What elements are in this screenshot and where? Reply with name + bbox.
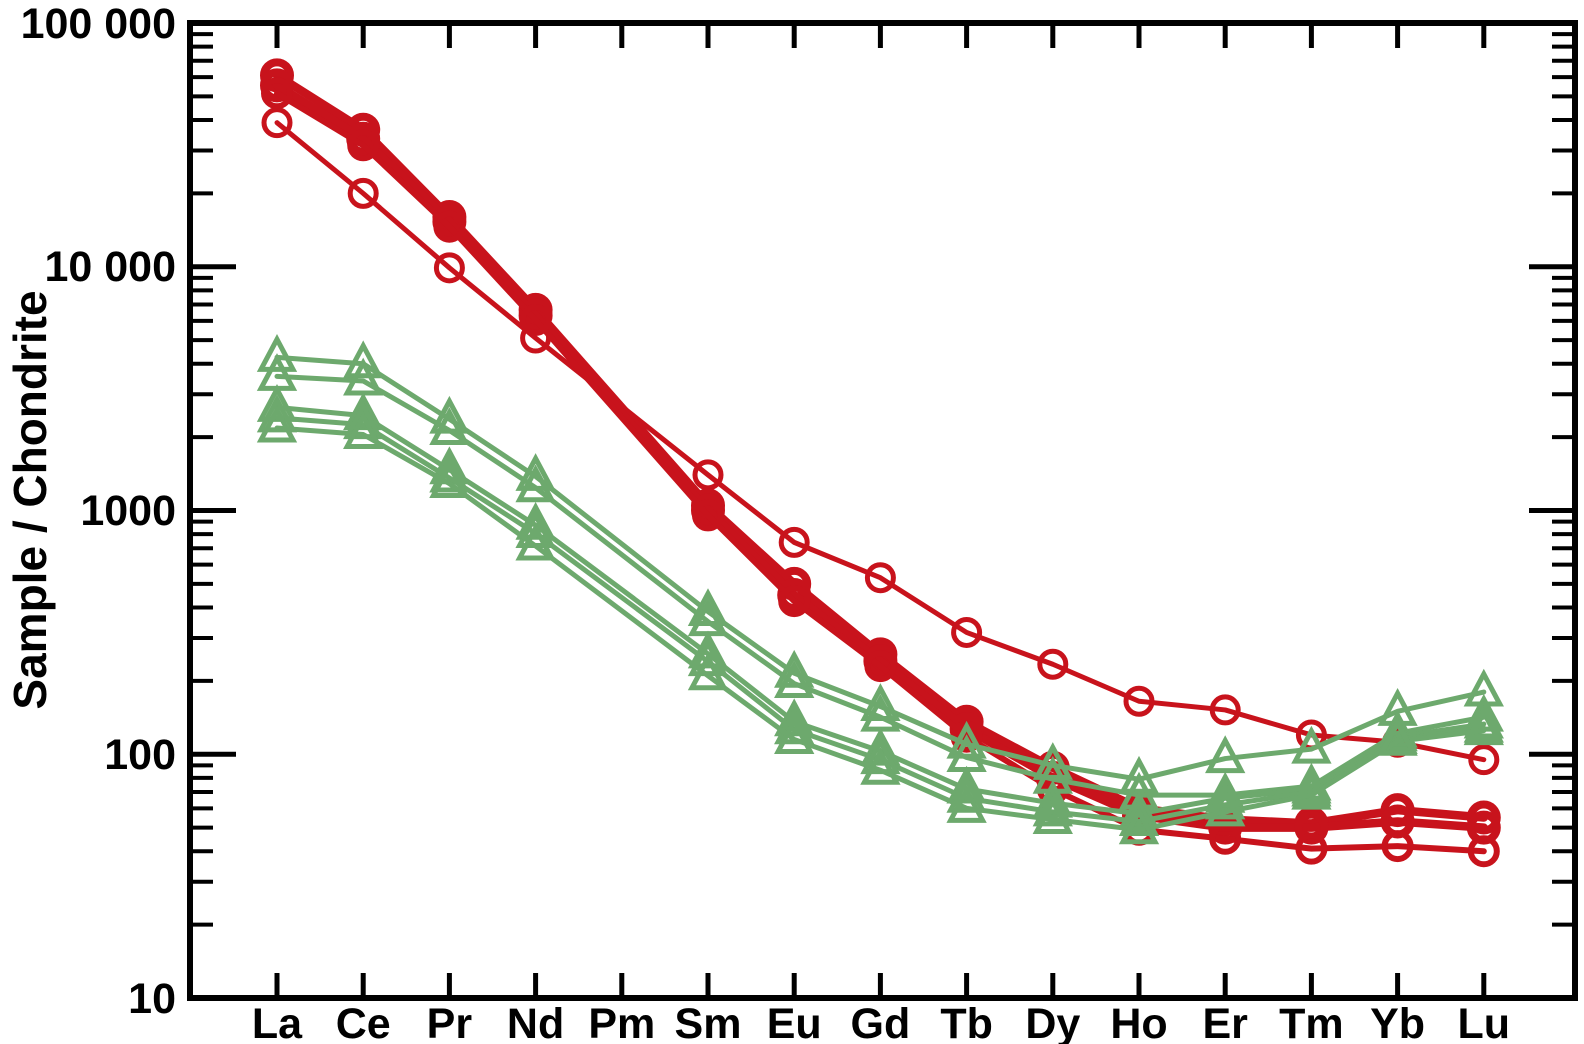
green-triangle-5-marker — [774, 716, 815, 754]
green-triangle-5-marker — [1205, 788, 1246, 827]
green-triangle-4-marker — [429, 454, 470, 493]
x-tick-label-Gd: Gd — [850, 1000, 911, 1044]
x-tick-label-Tm: Tm — [1279, 1000, 1344, 1044]
green-triangle-1-marker — [343, 340, 384, 379]
x-tick-label-Pm: Pm — [588, 1000, 656, 1044]
green-triangle-5-marker — [1032, 796, 1073, 834]
green-triangle-5-marker — [343, 411, 384, 450]
red-circle-thin-marker — [1123, 685, 1155, 717]
red-circle-medium-marker — [433, 210, 466, 243]
x-tick-label-Yb: Yb — [1370, 1000, 1426, 1044]
x-tick-label-Nd: Nd — [506, 1000, 565, 1044]
red-circle-thin-marker — [261, 107, 293, 139]
red-circle-medium-marker — [261, 77, 293, 110]
x-tick-label-Tb: Tb — [940, 1000, 993, 1044]
x-tick-label-La: La — [251, 1000, 303, 1044]
red-circle-thin-marker — [1037, 648, 1069, 680]
green-triangle-4-marker — [1118, 798, 1160, 836]
green-triangle-3-marker — [343, 392, 384, 431]
red-circle-thin-marker — [951, 616, 983, 648]
y-tick-label-100000: 100 000 — [20, 0, 176, 48]
x-tick-label-Pr: Pr — [426, 1000, 473, 1044]
green-triangle-3-marker — [1032, 779, 1073, 818]
red-circle-thin-marker — [864, 562, 896, 594]
green-triangle-5-marker — [1291, 771, 1332, 810]
x-tick-label-Er: Er — [1202, 1000, 1248, 1044]
x-tick-label-Eu: Eu — [766, 1000, 822, 1044]
red-circle-medium-marker — [1381, 830, 1414, 863]
red-circle-thin-marker — [1468, 744, 1500, 776]
red-circle-medium-marker — [692, 499, 724, 532]
green-triangle-2-marker — [774, 660, 815, 699]
red-circle-thin-marker — [1209, 694, 1241, 726]
red-circle-medium-marker — [1295, 832, 1328, 865]
red-circle-medium-marker — [1467, 835, 1500, 868]
x-tick-label-Ho: Ho — [1110, 1000, 1168, 1044]
red-circle-thick-2-marker — [1294, 810, 1329, 845]
x-tick-label-Ce: Ce — [335, 1000, 391, 1044]
green-triangle-5-marker — [687, 652, 729, 691]
red-circle-thin-marker — [433, 252, 465, 284]
y-tick-label-10: 10 — [128, 975, 176, 1023]
green-triangle-5-marker — [946, 785, 987, 823]
green-triangle-5-marker — [256, 404, 298, 443]
green-triangle-3-marker — [946, 765, 987, 804]
green-triangle-5-marker — [1463, 707, 1504, 746]
red-circle-thin-marker — [778, 526, 810, 558]
red-circle-medium-marker — [778, 585, 811, 618]
green-triangle-2-marker — [429, 407, 470, 445]
x-tick-label-Dy: Dy — [1025, 1000, 1081, 1044]
green-triangle-5-marker — [1377, 717, 1418, 756]
y-tick-label-10000: 10 000 — [44, 243, 176, 291]
green-triangle-3-marker — [1118, 790, 1160, 829]
red-circle-thick-1-line — [272, 71, 1489, 828]
green-triangle-5-marker — [515, 522, 556, 561]
red-circle-medium-marker — [519, 303, 552, 336]
green-triangle-3-marker — [687, 630, 729, 669]
green-triangle-4-marker — [1032, 788, 1073, 827]
y-axis-title: Sample / Chondrite — [4, 290, 56, 710]
y-tick-label-100: 100 — [104, 731, 176, 779]
red-circle-thin-marker — [347, 177, 379, 209]
red-circle-medium-marker — [864, 650, 897, 683]
red-circle-medium-marker — [347, 129, 380, 162]
green-triangle-5-line — [274, 425, 1487, 833]
green-triangle-1-marker — [256, 334, 298, 372]
green-triangle-5-marker — [860, 746, 901, 785]
green-triangle-1-marker — [1291, 725, 1332, 764]
green-triangle-2-marker — [515, 464, 556, 503]
green-triangle-3-marker — [774, 698, 815, 737]
y-tick-label-1000: 1000 — [80, 487, 176, 535]
green-triangle-1-marker — [1205, 735, 1246, 774]
green-triangle-5-marker — [429, 460, 470, 499]
green-triangle-3-marker — [860, 727, 901, 766]
red-circle-thin-marker — [692, 459, 724, 491]
green-triangle-5-marker — [1118, 806, 1160, 845]
green-triangle-3-marker — [515, 501, 556, 540]
x-tick-label-Sm: Sm — [674, 1000, 742, 1044]
green-triangle-4-marker — [1205, 781, 1246, 820]
x-tick-label-Lu: Lu — [1457, 1000, 1511, 1044]
